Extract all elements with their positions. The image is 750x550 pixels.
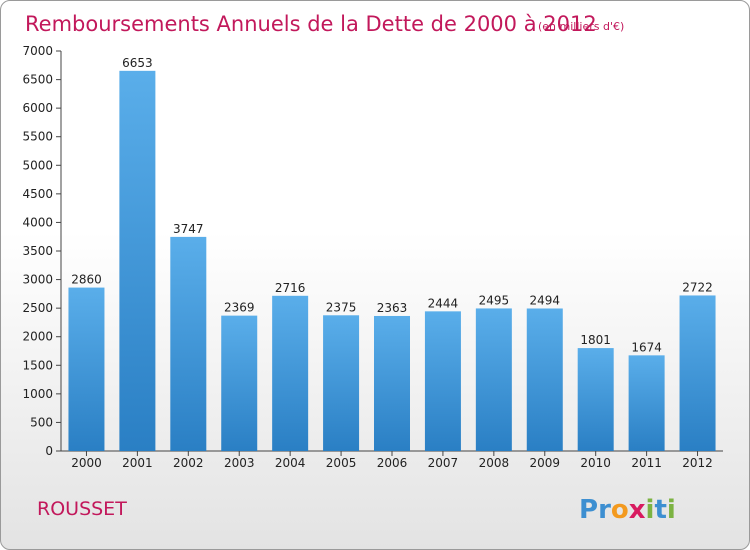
y-tick-label: 6500 [22,73,53,87]
bar [424,311,461,451]
chart-title: Remboursements Annuels de la Dette de 20… [25,12,597,36]
y-tick-label: 4500 [22,187,53,201]
value-label: 2494 [529,293,560,307]
logo-letter: o [611,495,629,525]
value-label: 2722 [682,280,713,294]
y-tick-label: 1000 [22,387,53,401]
bar [475,308,512,451]
y-tick-label: 6000 [22,101,53,115]
x-tick-label: 2008 [479,456,510,470]
x-tick-label: 2007 [428,456,459,470]
logo-letter: i [667,495,676,525]
y-tick-label: 0 [45,444,53,458]
y-tick-label: 5500 [22,130,53,144]
bar [679,295,716,451]
axes: 0 500 1000 1500 2000 2500 3000 3500 4000 4500 5000… [22,44,723,470]
bar [628,355,665,451]
y-tick-label: 7000 [22,44,53,58]
x-tick-label: 2009 [529,456,560,470]
logo-letter: t [654,495,666,525]
value-label: 1674 [631,340,662,354]
bar [526,308,563,451]
proxiti-logo: Proxiti [579,495,676,525]
value-label: 2363 [377,301,408,315]
x-tick-label: 2005 [326,456,357,470]
y-tick-label: 500 [30,415,53,429]
logo-letter: i [646,495,655,525]
value-label: 3747 [173,222,204,236]
value-label: 2444 [428,296,459,310]
value-label: 6653 [122,56,153,70]
bar [68,287,105,451]
x-tick-label: 2012 [682,456,713,470]
bar [119,70,156,451]
value-label: 2375 [326,300,357,314]
value-label: 2860 [71,273,102,287]
x-tick-label: 2002 [173,456,204,470]
bar [221,315,258,451]
x-tick-label: 2000 [71,456,102,470]
y-tick-label: 4000 [22,215,53,229]
chart-subtitle: (en milliers d'€) [538,20,624,33]
y-tick-label: 2500 [22,301,53,315]
value-label: 1801 [580,333,611,347]
commune-name: ROUSSET [37,498,127,520]
y-tick-label: 5000 [22,158,53,172]
value-labels: 2860 6653 3747 2369 2716 2375 2363 2444 2495 2494… [71,56,713,355]
x-tick-label: 2006 [377,456,408,470]
bar [170,236,207,451]
bar [272,295,309,451]
value-label: 2716 [275,281,306,295]
x-tick-label: 2011 [631,456,662,470]
y-tick-label: 1500 [22,358,53,372]
bar [577,348,614,451]
y-tick-label: 3000 [22,273,53,287]
y-tick-label: 2000 [22,330,53,344]
x-tick-label: 2004 [275,456,306,470]
bar [374,315,410,451]
x-tick-label: 2003 [224,456,255,470]
logo-letter: P [579,495,598,525]
x-tick-label: 2010 [580,456,611,470]
bar [323,315,360,451]
x-tick-label: 2001 [122,456,153,470]
logo-letter: r [598,495,611,525]
y-tick-label: 3500 [22,244,53,258]
logo-letter: x [629,495,646,525]
value-label: 2495 [479,293,510,307]
bars [68,70,716,451]
value-label: 2369 [224,301,255,315]
